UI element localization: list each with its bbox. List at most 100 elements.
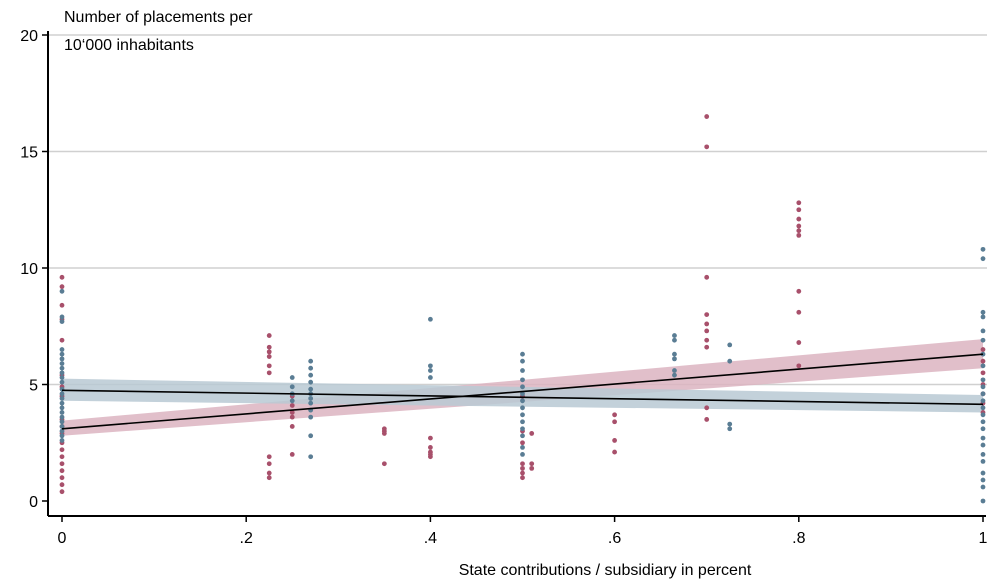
point-s0-49 xyxy=(520,470,525,476)
point-s1-47 xyxy=(520,384,525,390)
point-s0-17 xyxy=(59,482,65,488)
point-s1-28 xyxy=(308,365,314,371)
point-s1-4 xyxy=(59,351,65,357)
point-s0-32 xyxy=(289,414,295,420)
point-s0-75 xyxy=(796,309,802,315)
point-s1-38 xyxy=(308,454,314,460)
point-s1-14 xyxy=(59,400,65,406)
point-s0-60 xyxy=(704,274,710,280)
point-s1-74 xyxy=(980,363,986,369)
point-s1-83 xyxy=(980,435,986,441)
point-s1-37 xyxy=(308,433,314,439)
point-s0-54 xyxy=(612,412,617,418)
point-s1-52 xyxy=(520,419,525,425)
point-s1-84 xyxy=(980,442,986,448)
point-s1-31 xyxy=(308,386,314,392)
point-s1-87 xyxy=(980,470,986,476)
x-tick-label-0: 0 xyxy=(58,530,67,547)
point-s0-71 xyxy=(796,223,802,229)
y-axis-title-line-1: Number of placements per xyxy=(64,9,253,26)
point-s1-41 xyxy=(428,368,433,373)
point-s0-40 xyxy=(428,445,433,450)
x-tick-label-3: .6 xyxy=(608,530,621,547)
point-s0-26 xyxy=(266,461,272,467)
y-tick-label-4: 20 xyxy=(20,28,38,45)
x-tick-label-4: .8 xyxy=(792,530,805,547)
point-s0-18 xyxy=(59,489,65,495)
point-s1-82 xyxy=(980,426,986,432)
x-axis-title: State contributions / subsidiary in perc… xyxy=(459,562,752,579)
point-s0-46 xyxy=(520,440,525,446)
point-s1-8 xyxy=(59,370,65,376)
point-s0-2 xyxy=(59,302,65,308)
point-s0-80 xyxy=(980,370,986,376)
point-s0-43 xyxy=(428,454,433,460)
point-s0-25 xyxy=(266,454,272,460)
point-s1-90 xyxy=(980,498,986,504)
point-s0-12 xyxy=(59,447,65,453)
gridlines xyxy=(48,34,987,386)
point-s1-46 xyxy=(520,377,525,383)
point-s1-42 xyxy=(428,375,433,380)
point-s1-85 xyxy=(980,452,986,457)
point-s0-14 xyxy=(59,461,65,467)
point-s1-44 xyxy=(520,358,525,364)
point-s1-34 xyxy=(308,400,314,406)
point-s1-27 xyxy=(308,358,314,364)
point-s0-47 xyxy=(520,461,525,467)
point-s1-15 xyxy=(59,405,65,411)
point-s1-23 xyxy=(289,375,295,380)
point-s1-17 xyxy=(59,414,65,420)
fit-line-0 xyxy=(61,353,984,430)
data-points xyxy=(59,114,986,504)
point-s0-63 xyxy=(704,328,710,334)
x-tick-label-1: .2 xyxy=(240,530,253,547)
point-s1-13 xyxy=(59,396,65,401)
point-s0-38 xyxy=(381,461,387,467)
point-s1-6 xyxy=(59,361,65,366)
point-s0-67 xyxy=(704,417,710,422)
point-s0-31 xyxy=(289,410,295,415)
fit-lines xyxy=(61,353,984,430)
point-s1-81 xyxy=(980,419,986,425)
point-s1-86 xyxy=(980,458,986,464)
point-s0-34 xyxy=(289,452,295,457)
point-s1-63 xyxy=(727,342,733,348)
y-tick-label-0: 0 xyxy=(29,494,38,511)
point-s0-33 xyxy=(289,424,295,429)
point-s0-20 xyxy=(266,344,272,350)
point-s1-78 xyxy=(980,398,986,404)
fit-line-1 xyxy=(61,389,984,406)
point-s1-26 xyxy=(289,398,295,404)
point-s0-76 xyxy=(796,340,802,345)
point-s1-51 xyxy=(520,412,525,418)
point-s1-59 xyxy=(672,351,677,357)
point-s1-21 xyxy=(59,433,65,439)
point-s0-77 xyxy=(796,363,802,369)
point-s0-55 xyxy=(612,419,617,425)
point-s1-30 xyxy=(308,379,314,385)
point-s1-1 xyxy=(59,314,65,320)
point-s1-50 xyxy=(520,405,525,411)
point-s0-27 xyxy=(266,470,272,476)
point-s1-3 xyxy=(59,347,65,352)
point-s1-71 xyxy=(980,328,986,334)
point-s1-16 xyxy=(59,410,65,415)
point-s0-52 xyxy=(529,461,535,467)
point-s0-58 xyxy=(704,114,710,119)
point-s0-24 xyxy=(266,370,272,376)
point-s0-21 xyxy=(266,349,272,355)
point-s1-68 xyxy=(980,256,986,262)
point-s1-19 xyxy=(59,424,65,429)
y-tick-label-1: 5 xyxy=(29,378,38,395)
point-s0-78 xyxy=(980,347,986,352)
point-s0-70 xyxy=(796,216,802,222)
point-s0-56 xyxy=(612,438,617,443)
point-s1-2 xyxy=(59,319,65,324)
point-s1-29 xyxy=(308,372,314,378)
point-s1-20 xyxy=(59,428,65,434)
point-s1-66 xyxy=(727,426,733,432)
point-s0-51 xyxy=(529,431,535,436)
point-s0-39 xyxy=(428,435,433,441)
